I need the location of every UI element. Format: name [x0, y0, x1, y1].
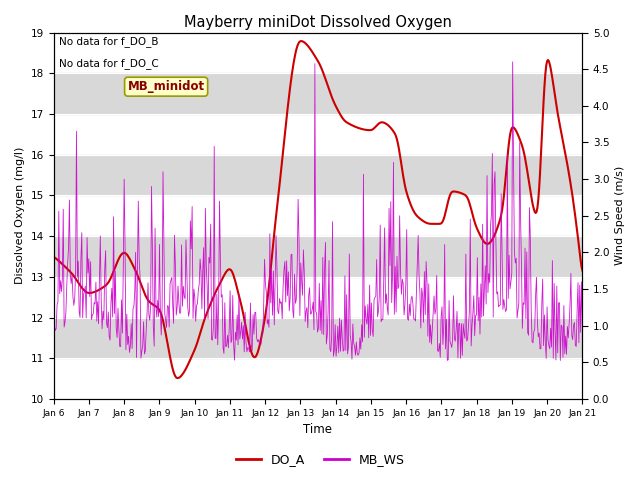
Bar: [54, 155, 582, 195]
Bar: [54, 317, 582, 358]
Y-axis label: Dissolved Oxygen (mg/l): Dissolved Oxygen (mg/l): [15, 147, 25, 285]
Bar: [54, 236, 582, 277]
Text: MB_minidot: MB_minidot: [127, 80, 205, 93]
Text: No data for f_DO_C: No data for f_DO_C: [59, 58, 159, 69]
Bar: [54, 73, 582, 114]
X-axis label: Time: Time: [303, 423, 332, 436]
Y-axis label: Wind Speed (m/s): Wind Speed (m/s): [615, 166, 625, 265]
Text: No data for f_DO_B: No data for f_DO_B: [59, 36, 158, 47]
Title: Mayberry miniDot Dissolved Oxygen: Mayberry miniDot Dissolved Oxygen: [184, 15, 452, 30]
Legend: DO_A, MB_WS: DO_A, MB_WS: [230, 448, 410, 471]
